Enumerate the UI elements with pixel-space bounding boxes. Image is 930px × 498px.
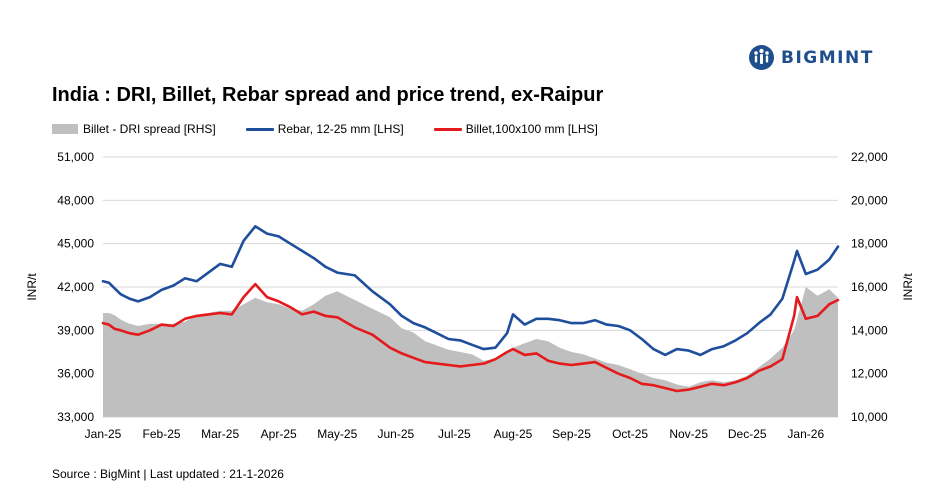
y-tick-label-right: 12,000: [851, 367, 888, 381]
y-tick-label-right: 10,000: [851, 410, 888, 424]
y-tick-label-right: 16,000: [851, 280, 888, 294]
y-tick-label-right: 14,000: [851, 323, 888, 337]
legend-item-spread: Billet - DRI spread [RHS]: [52, 122, 216, 136]
y-axis-title-left: INR/t: [25, 273, 39, 301]
y-axis-title-right: INR/t: [901, 273, 915, 301]
brand-name: BIGMINT: [781, 47, 874, 68]
x-tick-label: Jan-25: [85, 427, 122, 441]
legend-label-billet: Billet,100x100 mm [LHS]: [465, 122, 598, 136]
x-tick-label: Mar-25: [201, 427, 239, 441]
bigmint-logo: BIGMINT: [748, 44, 874, 71]
legend-swatch-spread: [52, 124, 78, 134]
y-tick-label-right: 20,000: [851, 193, 888, 207]
x-tick-label: Feb-25: [143, 427, 181, 441]
y-tick-label-left: 48,000: [57, 193, 94, 207]
x-tick-label: Jun-25: [377, 427, 414, 441]
legend-item-billet: Billet,100x100 mm [LHS]: [433, 122, 598, 136]
y-tick-label-left: 51,000: [57, 150, 94, 164]
y-tick-label-right: 18,000: [851, 237, 888, 251]
legend-item-rebar: Rebar, 12-25 mm [LHS]: [245, 122, 404, 136]
x-tick-label: Dec-25: [728, 427, 767, 441]
x-tick-label: Nov-25: [669, 427, 708, 441]
series-area-spread: [103, 287, 838, 417]
legend-swatch-rebar: [245, 127, 274, 131]
x-tick-label: May-25: [317, 427, 357, 441]
source-note: Source : BigMint | Last updated : 21-1-2…: [52, 467, 284, 481]
x-tick-label: Jul-25: [438, 427, 471, 441]
chart-title: India : DRI, Billet, Rebar spread and pr…: [52, 84, 604, 106]
series-line-rebar: [101, 225, 840, 357]
x-tick-label: Sep-25: [552, 427, 591, 441]
y-tick-label-left: 42,000: [57, 280, 94, 294]
y-tick-label-left: 36,000: [57, 367, 94, 381]
y-tick-label-left: 39,000: [57, 323, 94, 337]
chart-legend: Billet - DRI spread [RHS] Rebar, 12-25 m…: [52, 122, 628, 136]
legend-label-rebar: Rebar, 12-25 mm [LHS]: [277, 122, 404, 136]
y-tick-label-right: 22,000: [851, 150, 888, 164]
legend-swatch-billet: [433, 127, 462, 131]
x-tick-label: Oct-25: [612, 427, 648, 441]
legend-label-spread: Billet - DRI spread [RHS]: [83, 122, 216, 136]
x-tick-label: Apr-25: [261, 427, 297, 441]
bigmint-globe-icon: [749, 45, 774, 70]
y-tick-label-left: 45,000: [57, 237, 94, 251]
x-tick-label: Jan-26: [787, 427, 824, 441]
x-tick-label: Aug-25: [494, 427, 533, 441]
series-line-billet: [101, 282, 840, 393]
y-tick-label-left: 33,000: [57, 410, 94, 424]
